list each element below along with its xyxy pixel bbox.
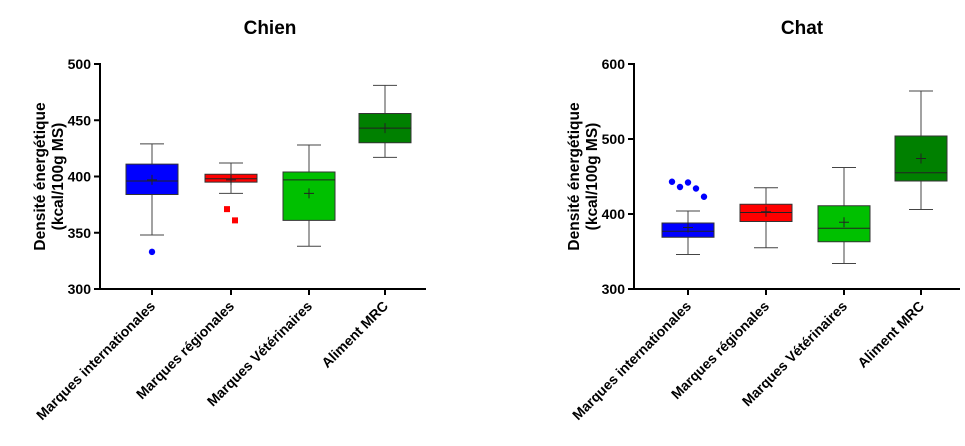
chart-panel-chien: Chien Densité énergétique (kcal/100g MS) 30…	[32, 18, 426, 423]
y-tick-label: 300	[602, 281, 626, 297]
y-tick-label: 500	[68, 56, 92, 72]
box-4	[358, 84, 412, 158]
outlier-point	[676, 183, 684, 191]
outlier-point	[232, 217, 238, 224]
y-tick-label: 600	[602, 56, 626, 72]
outlier-point	[148, 248, 156, 256]
y-axis-label: Densité énergétique	[566, 102, 583, 251]
box-4	[894, 90, 948, 210]
y-axis-label: (kcal/100g MS)	[584, 123, 601, 231]
box-3	[817, 167, 871, 264]
y-tick-label: 300	[68, 281, 92, 297]
category-label: Aliment MRC	[318, 298, 391, 371]
y-axis-label: Densité énergétique	[32, 102, 49, 251]
box-1	[661, 178, 715, 255]
box-1	[125, 143, 179, 256]
y-axis-label: (kcal/100g MS)	[50, 123, 67, 231]
outlier-point	[224, 206, 230, 213]
outlier-point	[700, 193, 708, 200]
box-2	[204, 162, 258, 224]
chart-title: Chien	[244, 18, 297, 39]
chart-title: Chat	[781, 18, 824, 39]
box-iqr	[125, 163, 179, 195]
box-3	[282, 144, 336, 247]
y-tick-label: 400	[68, 169, 92, 185]
outlier-point	[692, 185, 700, 192]
box-2	[739, 187, 793, 249]
category-label: Marques internationales	[569, 298, 694, 423]
outlier-point	[668, 178, 676, 185]
y-tick-label: 450	[68, 112, 92, 128]
y-tick-label: 500	[602, 131, 626, 147]
category-label: Marques internationales	[33, 298, 158, 423]
category-label: Aliment MRC	[854, 298, 927, 371]
y-tick-label: 400	[602, 206, 626, 222]
chart-panel-chat: Chat Densité énergétique (kcal/100g MS) 300…	[566, 18, 960, 423]
y-tick-label: 350	[68, 225, 92, 241]
outlier-point	[684, 179, 692, 186]
